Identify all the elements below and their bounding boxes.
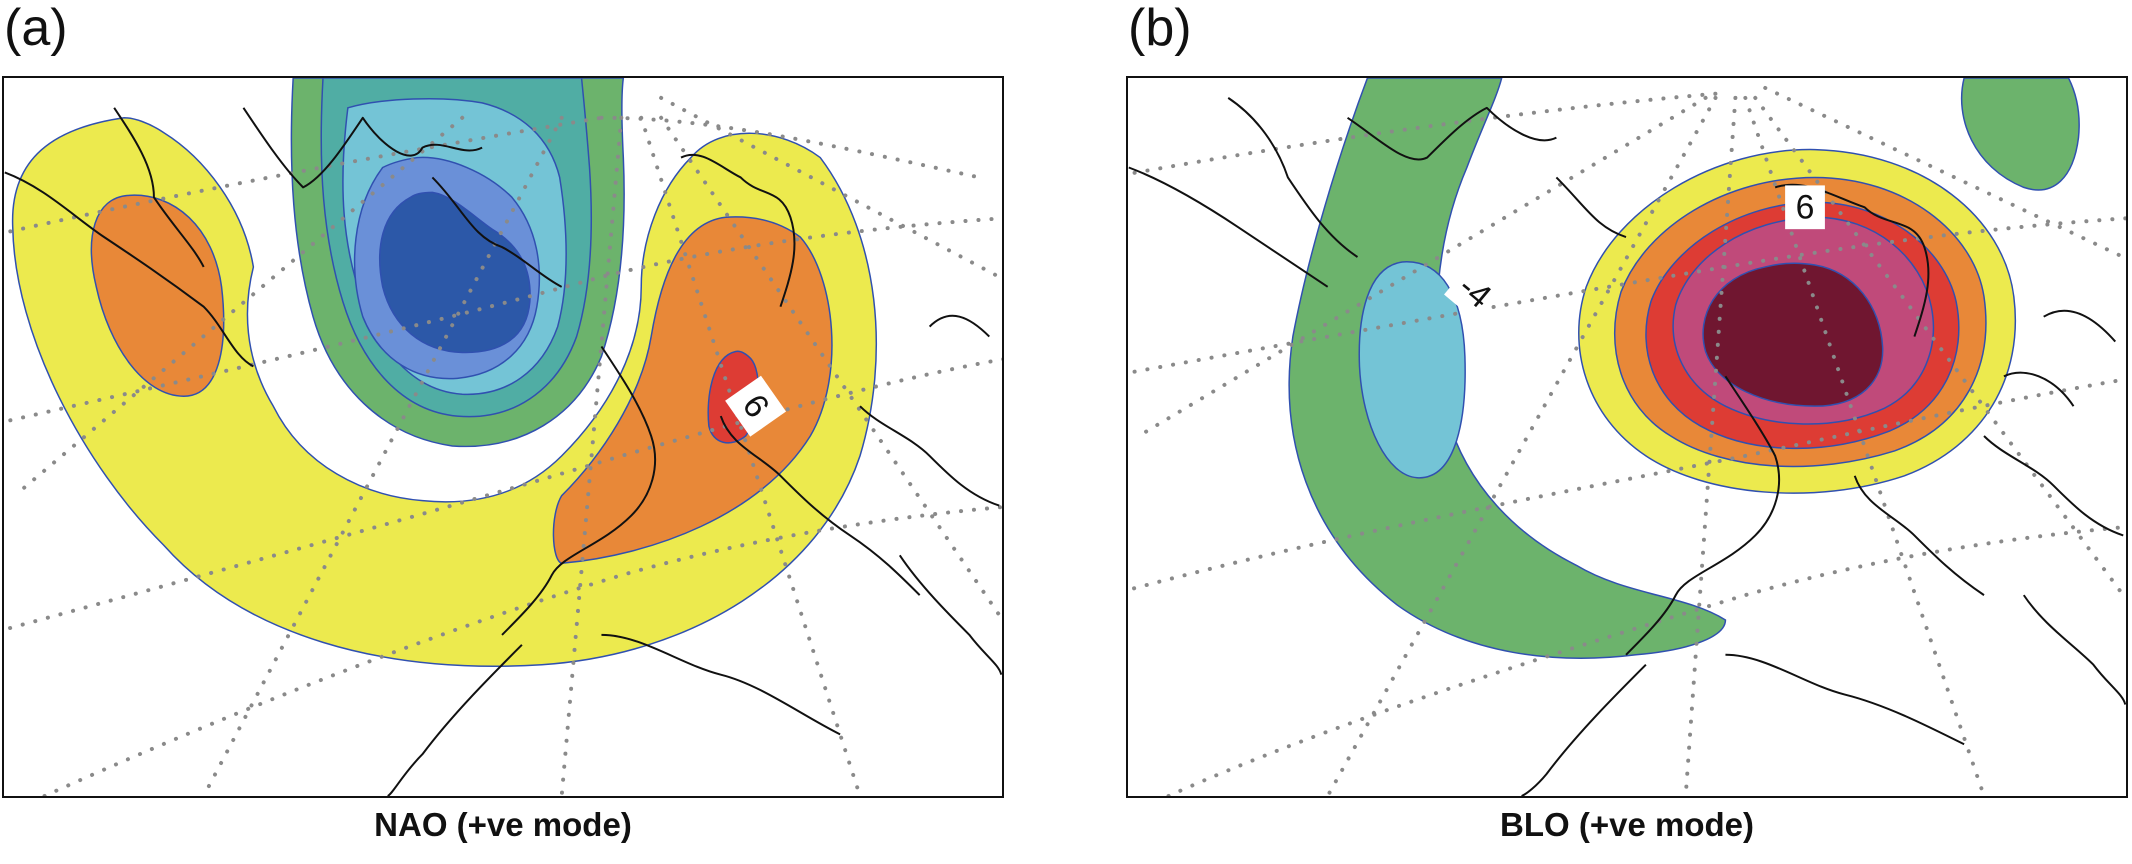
- nao-contour-label: 6: [725, 375, 787, 437]
- nao-graticule: [4, 95, 1002, 796]
- map-panel-nao: 6: [2, 76, 1004, 798]
- panel-b-letter: (b): [1128, 0, 1192, 57]
- nao-map: 6: [4, 78, 1002, 796]
- svg-text:6: 6: [1796, 188, 1815, 226]
- blo-graticule: [1128, 85, 2126, 796]
- blo-map: -4 6: [1128, 78, 2126, 796]
- nao-orange-east: [552, 216, 833, 565]
- blo-green-corner: [1960, 78, 2080, 191]
- nao-neg-blue-dark: [379, 191, 531, 354]
- map-panel-blo: -4 6: [1126, 76, 2128, 798]
- blo-cyan-cell: [1358, 261, 1466, 479]
- panel-a-letter: (a): [4, 0, 68, 57]
- caption-blo: BLO (+ve mode): [1500, 806, 1754, 843]
- caption-nao: NAO (+ve mode): [374, 806, 632, 843]
- blo-coastlines: [1128, 97, 2126, 796]
- blo-contour-label-pos: 6: [1785, 185, 1825, 230]
- nao-coastlines: [4, 107, 1002, 796]
